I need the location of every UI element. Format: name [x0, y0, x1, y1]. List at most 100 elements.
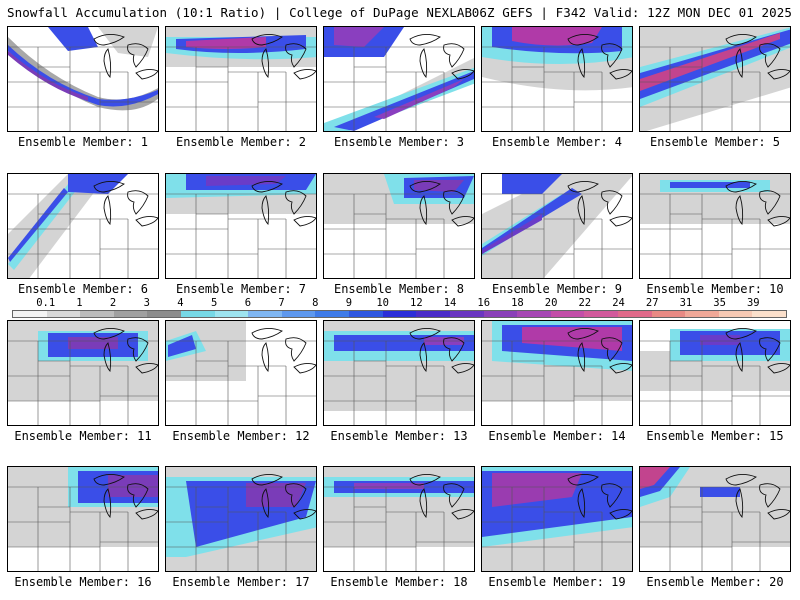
great-lake-outline [767, 362, 790, 374]
snowfall-swath [502, 174, 562, 194]
great-lake-outline [103, 342, 112, 372]
great-lake-outline [609, 68, 632, 80]
great-lake-outline [127, 43, 149, 68]
snowfall-swath [324, 67, 474, 131]
snowfall-swath [700, 487, 740, 497]
colorbar-tick: 18 [511, 297, 524, 309]
colorbar-tick: 2 [109, 297, 117, 309]
snowfall-swath [334, 71, 474, 131]
great-lake-outline [451, 362, 474, 374]
great-lake-outline [567, 34, 599, 46]
great-lake-outline [577, 342, 586, 372]
snowfall-swath [482, 174, 632, 278]
great-lake-outline [601, 337, 623, 362]
snowfall-swath [670, 182, 750, 188]
snowfall-swath [334, 27, 384, 47]
snowfall-map-panel [481, 320, 633, 426]
great-lake-outline [577, 48, 586, 78]
great-lake-outline [127, 190, 149, 215]
snowfall-swath [246, 483, 306, 507]
colorbar-tick-labels: 0.1 1 2 3 4 5 6 7 8 9 10 12 14 16 18 20 22 24 27 31 35 39 [12, 297, 787, 309]
great-lake-outline [93, 474, 125, 486]
colorbar-tick: 16 [477, 297, 491, 309]
great-lake-outline [609, 215, 632, 227]
colorbar-tick: 14 [443, 297, 457, 309]
colorbar-tick: 31 [679, 297, 693, 309]
snowfall-swath [354, 483, 424, 489]
ensemble-member-label: Ensemble Member: 16 [14, 575, 152, 589]
snowfall-swath [640, 33, 780, 91]
snowfall-swath [512, 27, 602, 46]
great-lake-outline [577, 488, 586, 518]
snowfall-map-svg [8, 321, 158, 425]
colorbar-swatch [483, 311, 518, 317]
map-title: Snowfall Accumulation (10:1 Ratio) | Col… [7, 5, 473, 20]
snowfall-swath [700, 335, 740, 345]
great-lake-outline [127, 337, 149, 362]
ensemble-member-label: Ensemble Member: 1 [17, 135, 149, 149]
colorbar-swatch [416, 311, 450, 317]
great-lake-outline [409, 328, 441, 340]
great-lake-outline [451, 508, 474, 520]
snowfall-swath [522, 327, 622, 351]
great-lake-outline [93, 328, 125, 340]
great-lake-outline [135, 215, 158, 227]
great-lake-outline [735, 195, 744, 225]
great-lake-outline [409, 181, 441, 193]
great-lake-outline [409, 474, 441, 486]
snowfall-map-panel [7, 320, 159, 426]
great-lake-outline [443, 190, 465, 215]
colorbar-swatch [685, 311, 719, 317]
great-lake-outline [261, 342, 270, 372]
great-lake-outline [103, 195, 112, 225]
colorbar-tick: 0.1 [36, 297, 56, 309]
snowfall-map-panel [639, 320, 791, 426]
colorbar-swatch [281, 311, 316, 317]
colorbar-swatch [181, 311, 215, 317]
ensemble-member-label: Ensemble Member: 20 [646, 575, 784, 589]
great-lake-outline [135, 68, 158, 80]
snowfall-map-svg [640, 174, 790, 278]
snowfall-map-svg [482, 174, 632, 278]
snowfall-swath [492, 473, 582, 507]
snowfall-map-panel [481, 26, 633, 132]
great-lake-outline [251, 474, 283, 486]
ensemble-member-label: Ensemble Member: 5 [649, 135, 781, 149]
snowfall-map-svg [8, 467, 158, 571]
colorbar-swatch [248, 311, 282, 317]
ensemble-member-label: Ensemble Member: 10 [646, 282, 784, 296]
great-lake-outline [601, 190, 623, 215]
great-lake-outline [135, 362, 158, 374]
snowfall-map-panel [481, 466, 633, 572]
great-lake-outline [285, 190, 307, 215]
snowfall-map-panel [639, 466, 791, 572]
great-lake-outline [251, 34, 283, 46]
great-lake-outline [443, 483, 465, 508]
colorbar-tick: 22 [578, 297, 592, 309]
snowfall-map-svg [640, 27, 790, 131]
snowfall-map-svg [324, 467, 474, 571]
ensemble-member-label: Ensemble Member: 14 [488, 429, 626, 443]
colorbar-tick: 7 [278, 297, 285, 309]
great-lake-outline [443, 337, 465, 362]
great-lake-outline [261, 488, 270, 518]
colorbar-swatch [315, 311, 350, 317]
great-lake-outline [725, 328, 757, 340]
great-lake-outline [127, 483, 149, 508]
great-lake-outline [93, 181, 125, 193]
ensemble-member-label: Ensemble Member: 18 [330, 575, 468, 589]
colorbar-swatch [113, 311, 148, 317]
great-lake-outline [419, 342, 428, 372]
colorbar-tick: 6 [244, 297, 252, 309]
colorbar-swatch [46, 311, 81, 317]
snowfall-map-panel [165, 320, 317, 426]
colorbar-swatch [349, 311, 383, 317]
snowfall-map-panel [165, 466, 317, 572]
great-lake-outline [567, 474, 599, 486]
snowfall-map-svg [166, 27, 316, 131]
ensemble-member-label: Ensemble Member: 6 [17, 282, 149, 296]
great-lake-outline [293, 215, 316, 227]
colorbar-swatch [550, 311, 585, 317]
snowfall-map-panel [639, 26, 791, 132]
ensemble-member-label: Ensemble Member: 8 [333, 282, 465, 296]
